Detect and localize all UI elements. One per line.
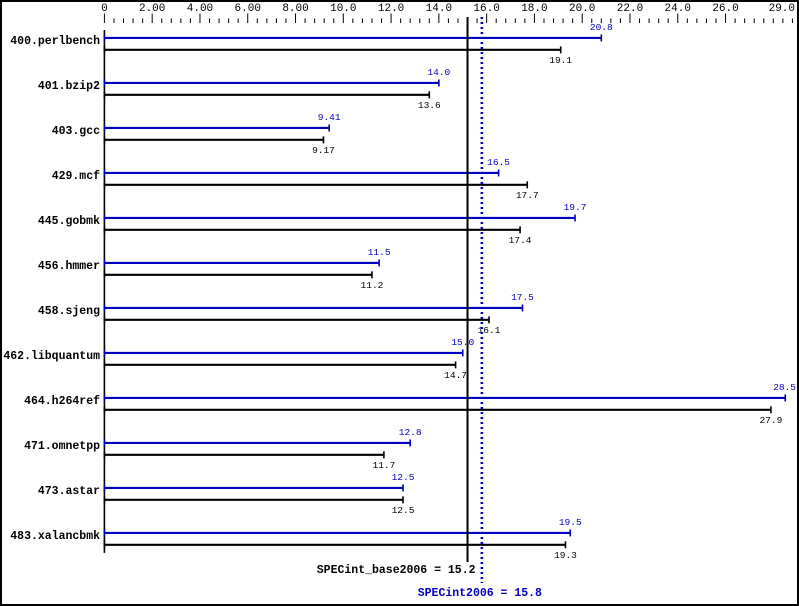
svg-text:456.hmmer: 456.hmmer	[38, 260, 100, 273]
svg-text:400.perlbench: 400.perlbench	[10, 35, 100, 48]
svg-text:16.0: 16.0	[473, 3, 499, 15]
svg-text:12.5: 12.5	[392, 472, 415, 483]
svg-text:19.3: 19.3	[554, 550, 577, 561]
svg-text:18.0: 18.0	[521, 3, 547, 15]
svg-text:9.41: 9.41	[318, 112, 341, 123]
svg-text:16.5: 16.5	[487, 157, 510, 168]
svg-text:445.gobmk: 445.gobmk	[38, 215, 100, 228]
svg-text:11.5: 11.5	[368, 247, 391, 258]
svg-text:26.0: 26.0	[712, 3, 738, 15]
svg-text:471.omnetpp: 471.omnetpp	[24, 440, 100, 453]
svg-text:401.bzip2: 401.bzip2	[38, 80, 100, 93]
svg-text:0: 0	[101, 3, 108, 15]
svg-text:11.2: 11.2	[361, 280, 384, 291]
svg-text:429.mcf: 429.mcf	[52, 170, 100, 183]
svg-text:SPECint2006 = 15.8: SPECint2006 = 15.8	[418, 587, 542, 600]
svg-text:14.0: 14.0	[426, 3, 452, 15]
svg-text:19.1: 19.1	[549, 55, 572, 66]
svg-text:27.9: 27.9	[760, 415, 783, 426]
svg-text:14.0: 14.0	[427, 67, 450, 78]
svg-text:19.7: 19.7	[564, 202, 587, 213]
svg-text:SPECint_base2006 = 15.2: SPECint_base2006 = 15.2	[317, 564, 476, 577]
svg-text:483.xalancbmk: 483.xalancbmk	[10, 530, 100, 543]
svg-text:12.0: 12.0	[378, 3, 404, 15]
svg-text:28.5: 28.5	[773, 382, 796, 393]
svg-text:9.17: 9.17	[312, 145, 335, 156]
svg-text:464.h264ref: 464.h264ref	[24, 395, 100, 408]
svg-text:8.00: 8.00	[282, 3, 308, 15]
svg-text:12.5: 12.5	[392, 505, 415, 516]
svg-text:4.00: 4.00	[187, 3, 213, 15]
svg-text:15.0: 15.0	[451, 337, 474, 348]
svg-text:16.1: 16.1	[478, 325, 501, 336]
svg-text:10.0: 10.0	[330, 3, 356, 15]
svg-text:22.0: 22.0	[617, 3, 643, 15]
svg-text:20.8: 20.8	[590, 22, 613, 33]
svg-text:6.00: 6.00	[235, 3, 261, 15]
svg-text:12.8: 12.8	[399, 427, 422, 438]
svg-text:14.7: 14.7	[444, 370, 467, 381]
svg-text:17.5: 17.5	[511, 292, 534, 303]
svg-text:11.7: 11.7	[373, 460, 396, 471]
svg-text:19.5: 19.5	[559, 517, 582, 528]
svg-text:17.4: 17.4	[509, 235, 532, 246]
svg-text:462.libquantum: 462.libquantum	[3, 350, 100, 363]
svg-text:13.6: 13.6	[418, 100, 441, 111]
svg-text:403.gcc: 403.gcc	[52, 125, 100, 138]
svg-text:24.0: 24.0	[665, 3, 691, 15]
svg-text:29.0: 29.0	[769, 3, 795, 15]
svg-text:17.7: 17.7	[516, 190, 539, 201]
svg-text:2.00: 2.00	[139, 3, 165, 15]
svg-text:20.0: 20.0	[569, 3, 595, 15]
svg-text:458.sjeng: 458.sjeng	[38, 305, 100, 318]
svg-text:473.astar: 473.astar	[38, 485, 100, 498]
